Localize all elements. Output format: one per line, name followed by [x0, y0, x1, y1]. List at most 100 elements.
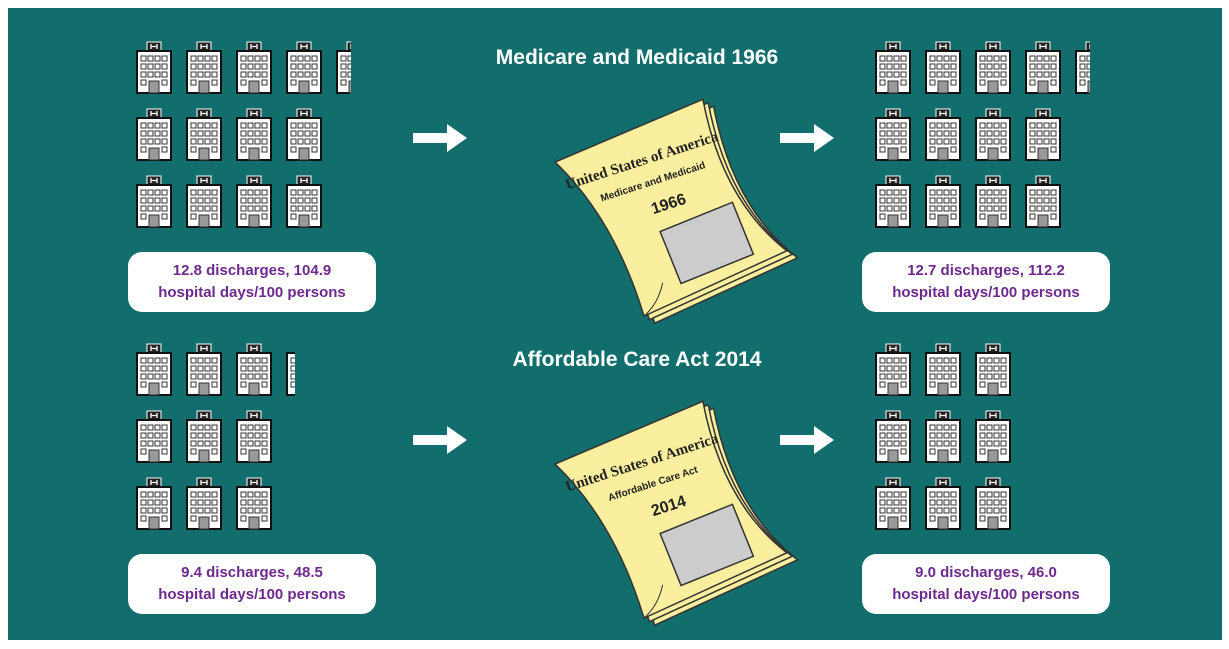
- window: [212, 131, 217, 136]
- window: [937, 508, 942, 513]
- window: [894, 56, 899, 61]
- window: [951, 382, 956, 387]
- window: [901, 500, 906, 505]
- window: [148, 492, 153, 497]
- window: [1001, 131, 1006, 136]
- window: [212, 425, 217, 430]
- window: [148, 358, 153, 363]
- window: [162, 139, 167, 144]
- window: [930, 64, 935, 69]
- window: [148, 64, 153, 69]
- door: [249, 148, 259, 160]
- window: [887, 206, 892, 211]
- window: [880, 366, 885, 371]
- door: [149, 517, 159, 529]
- window: [248, 56, 253, 61]
- window: [312, 147, 317, 152]
- window: [205, 64, 210, 69]
- window: [148, 508, 153, 513]
- window: [901, 441, 906, 446]
- window: [262, 382, 267, 387]
- window: [291, 206, 296, 211]
- window: [1030, 64, 1035, 69]
- window: [980, 366, 985, 371]
- window: [1051, 72, 1056, 77]
- window: [191, 198, 196, 203]
- window: [951, 441, 956, 446]
- window: [255, 56, 260, 61]
- window: [212, 449, 217, 454]
- window: [937, 139, 942, 144]
- window: [155, 56, 160, 61]
- window: [880, 425, 885, 430]
- window: [191, 374, 196, 379]
- window: [255, 508, 260, 513]
- window: [248, 139, 253, 144]
- stat-box: [862, 252, 1110, 312]
- window: [205, 358, 210, 363]
- window: [894, 139, 899, 144]
- window: [148, 374, 153, 379]
- window: [944, 358, 949, 363]
- window: [291, 131, 296, 136]
- window: [241, 190, 246, 195]
- window: [980, 492, 985, 497]
- window: [951, 500, 956, 505]
- window: [994, 358, 999, 363]
- window: [248, 425, 253, 430]
- window: [298, 64, 303, 69]
- window: [198, 123, 203, 128]
- window: [248, 366, 253, 371]
- window: [937, 56, 942, 61]
- window: [951, 516, 956, 521]
- window: [1001, 449, 1006, 454]
- window: [887, 366, 892, 371]
- stat-text: 12.7 discharges, 112.2: [907, 262, 1065, 279]
- window: [980, 190, 985, 195]
- door: [199, 215, 209, 227]
- window: [951, 123, 956, 128]
- window: [155, 198, 160, 203]
- window: [937, 64, 942, 69]
- window: [162, 198, 167, 203]
- window: [894, 500, 899, 505]
- door: [1038, 148, 1048, 160]
- window: [994, 425, 999, 430]
- window: [212, 147, 217, 152]
- window: [262, 64, 267, 69]
- window: [298, 198, 303, 203]
- window: [994, 123, 999, 128]
- window: [994, 508, 999, 513]
- window: [241, 147, 246, 152]
- window: [951, 366, 956, 371]
- window: [987, 508, 992, 513]
- window: [937, 131, 942, 136]
- window: [930, 190, 935, 195]
- window: [191, 131, 196, 136]
- window: [894, 508, 899, 513]
- window: [951, 214, 956, 219]
- window: [887, 492, 892, 497]
- window: [148, 72, 153, 77]
- window: [255, 139, 260, 144]
- window: [141, 516, 146, 521]
- window: [887, 131, 892, 136]
- window: [155, 190, 160, 195]
- window: [944, 72, 949, 77]
- window: [937, 500, 942, 505]
- window: [1051, 80, 1056, 85]
- window: [248, 358, 253, 363]
- window: [880, 449, 885, 454]
- window: [162, 214, 167, 219]
- window: [980, 425, 985, 430]
- window: [994, 131, 999, 136]
- window: [994, 500, 999, 505]
- door: [938, 450, 948, 462]
- window: [198, 433, 203, 438]
- window: [980, 198, 985, 203]
- window: [305, 123, 310, 128]
- window: [212, 139, 217, 144]
- window: [1037, 206, 1042, 211]
- window: [155, 425, 160, 430]
- window: [262, 139, 267, 144]
